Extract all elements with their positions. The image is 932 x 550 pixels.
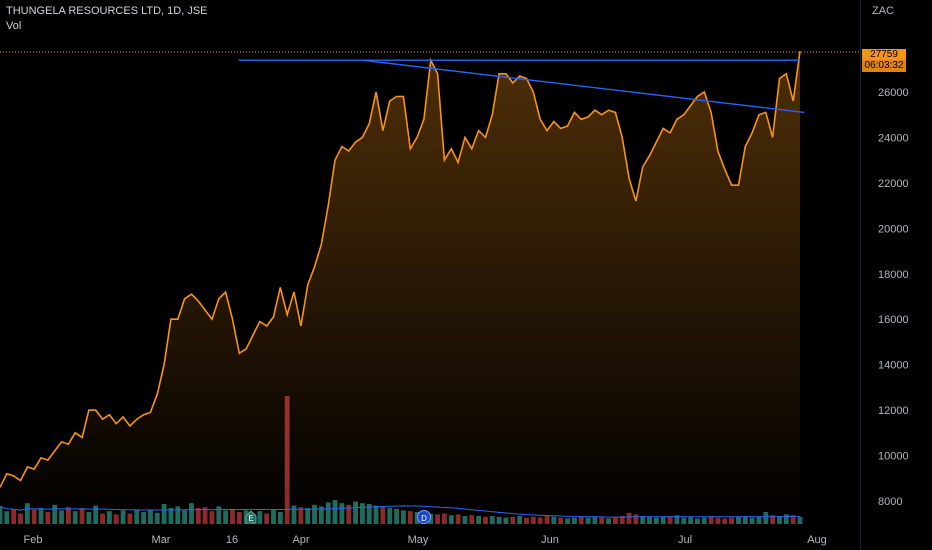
event-marker-label: D <box>421 514 427 523</box>
x-tick-label: May <box>408 534 429 546</box>
x-tick-label: Mar <box>152 534 171 546</box>
currency-label: ZAC <box>872 5 894 17</box>
y-tick-label: 8000 <box>878 496 902 508</box>
x-tick-label: Jun <box>541 534 559 546</box>
y-tick-label: 26000 <box>878 87 909 99</box>
dividend-event-marker[interactable]: D <box>417 510 431 524</box>
price-axis-divider <box>860 0 861 550</box>
price-line <box>0 50 801 488</box>
x-tick-label: Apr <box>292 534 309 546</box>
y-tick-label: 20000 <box>878 223 909 235</box>
volume-indicator-label: Vol <box>6 20 22 32</box>
last-price-badge: 27759 <box>862 49 906 61</box>
symbol-title: THUNGELA RESOURCES LTD, 1D, JSE <box>6 5 208 17</box>
y-tick-label: 22000 <box>878 178 909 190</box>
event-marker-shape <box>417 510 431 524</box>
event-marker-label: E <box>248 514 253 523</box>
y-tick-label: 16000 <box>878 314 909 326</box>
price-area-fill <box>0 51 800 524</box>
y-tick-label: 18000 <box>878 269 909 281</box>
x-tick-label: Jul <box>678 534 692 546</box>
event-marker-shape <box>245 510 257 524</box>
descending-trend-line[interactable] <box>362 59 805 114</box>
bar-countdown-badge: 06:03:32 <box>862 60 906 72</box>
x-tick-label: 16 <box>226 534 238 546</box>
y-axis-tick-labels: 8000 10000 12000 14000 16000 18000 20000 22000 2… <box>878 87 909 508</box>
x-axis-tick-labels: Feb Mar 16 Apr May Jun Jul Aug <box>24 534 827 546</box>
x-tick-label: Aug <box>807 534 827 546</box>
y-tick-label: 12000 <box>878 405 909 417</box>
x-tick-label: Feb <box>24 534 43 546</box>
y-tick-label: 24000 <box>878 132 909 144</box>
earnings-event-marker[interactable]: E <box>245 510 257 524</box>
y-tick-label: 14000 <box>878 360 909 372</box>
y-tick-label: 10000 <box>878 451 909 463</box>
